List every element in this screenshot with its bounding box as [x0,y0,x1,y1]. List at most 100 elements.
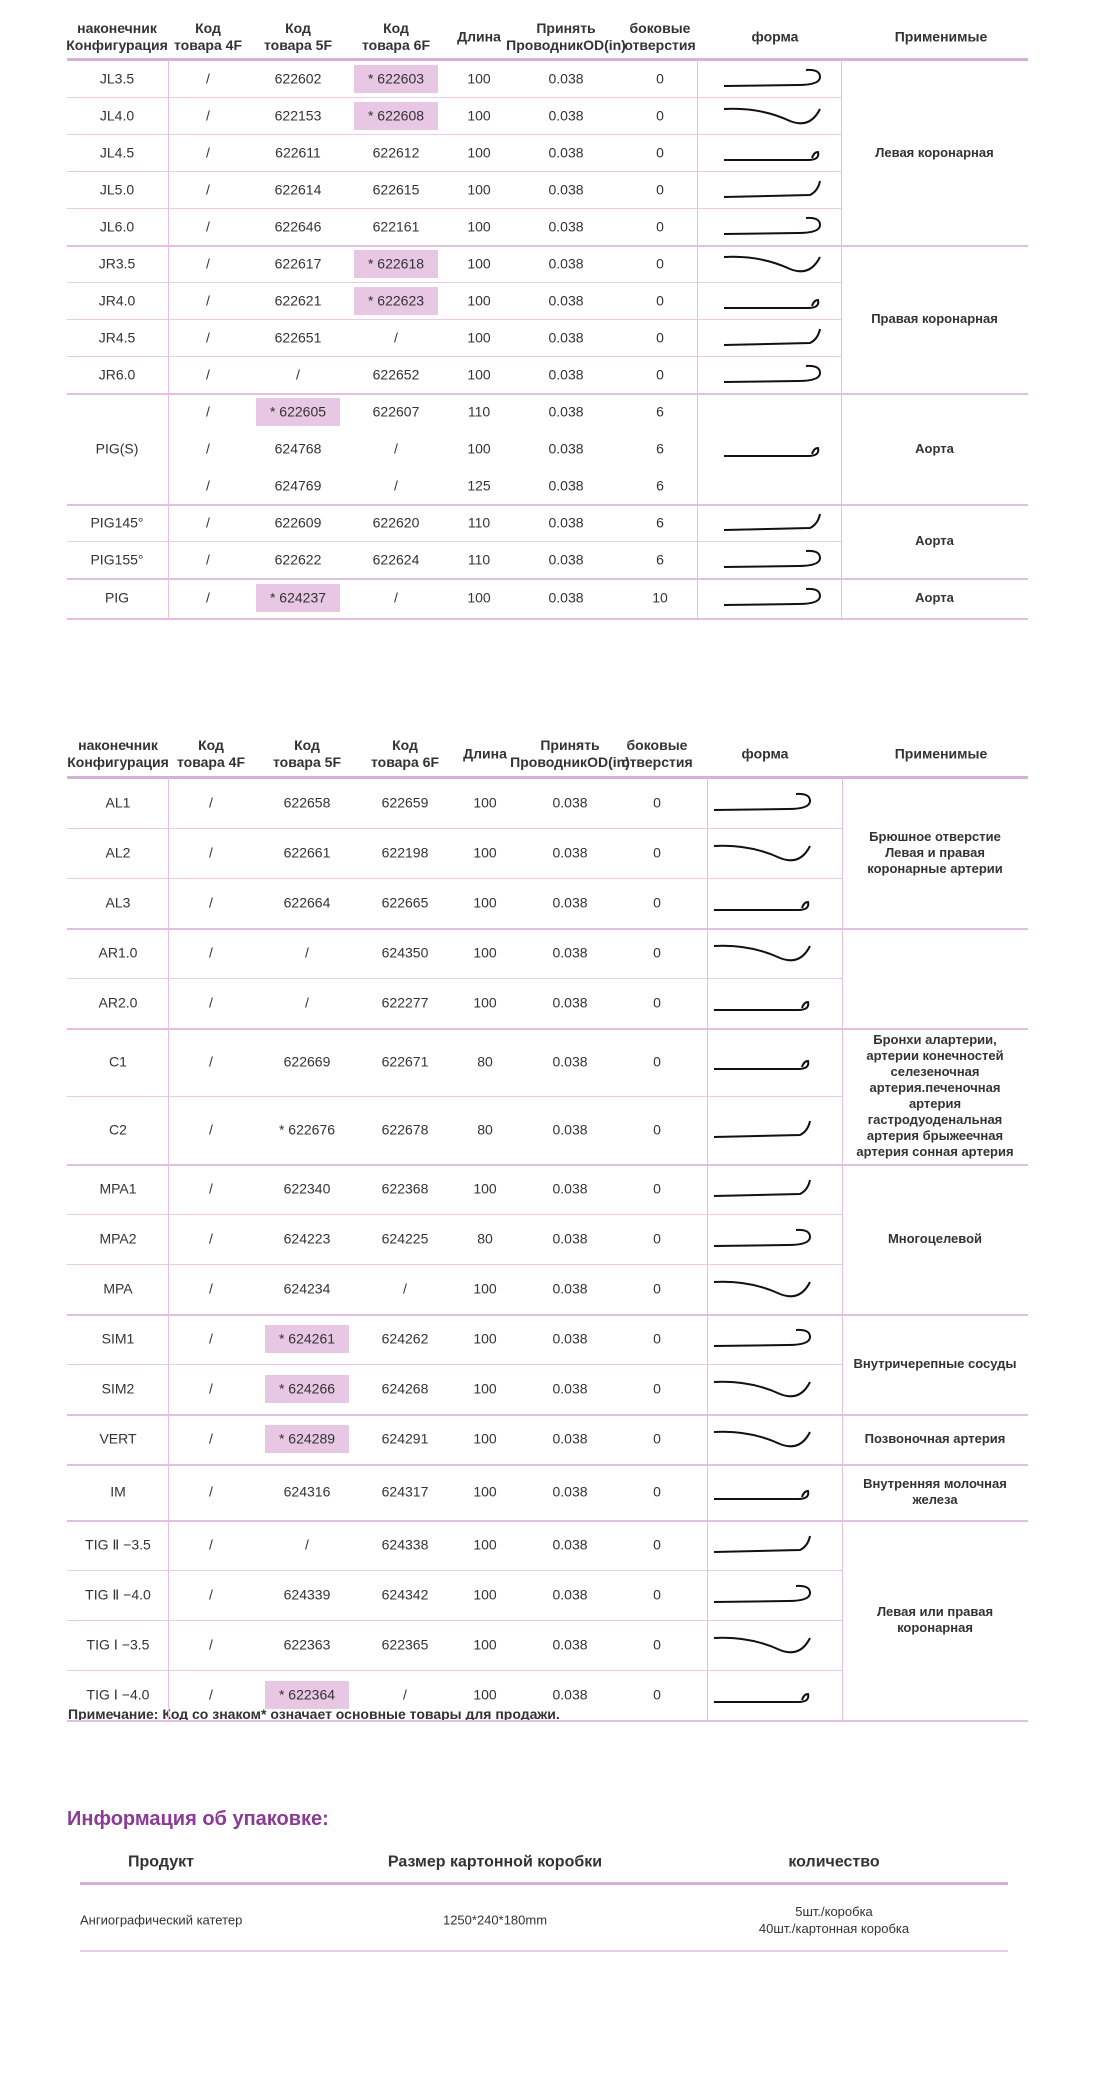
cell: 0.038 [552,1380,588,1397]
tip-config: PIG155° [90,551,144,567]
catheter-shape [724,150,820,161]
cell: 624316 [283,1483,331,1500]
cell: 624234 [283,1280,331,1297]
cell: 100 [473,994,497,1011]
cell: 100 [473,1483,497,1500]
cell: * 624261 [278,1330,336,1347]
cell: 100 [473,1586,497,1603]
row-line [67,1620,842,1621]
cell: 0 [653,944,661,961]
cell: 622664 [283,894,331,911]
tip-config: TIG Ⅰ −4.0 [86,1686,150,1703]
cell: 0.038 [548,218,584,234]
cell: 622661 [283,844,331,861]
application: Аорта [915,590,954,605]
column-header: Принять ПроводникOD(in) [510,737,630,770]
cell: 100 [473,844,497,861]
cell: 622652 [372,366,420,382]
row-line [67,978,842,979]
application: Правая коронарная [871,311,998,326]
row-line [67,134,841,135]
cell: 100 [467,329,491,345]
cell: 6 [656,403,664,419]
tip-config: PIG(S) [95,440,139,456]
application: Левая или правая коронарная [876,1604,994,1635]
application: Левая коронарная [875,144,994,160]
tip-config: JR4.5 [98,329,136,345]
packaging-header: Продукт [128,1853,194,1871]
catheter-shape [713,1280,811,1298]
catheter-shape [713,1584,812,1603]
catheter-shape [723,549,822,568]
cell: 0.038 [548,514,584,530]
cell: 100 [467,107,491,123]
packaging-header: Размер картонной коробки [387,1853,603,1871]
column-divider [707,778,708,1720]
catheter-shape [713,1328,812,1347]
cell: 0.038 [548,440,584,456]
cell: 0 [653,894,661,911]
note: Примечание: Код со знаком* означает осно… [68,1706,560,1722]
row-line [67,1570,842,1571]
row-line [67,208,841,209]
cell: / [305,1536,309,1553]
cell: 100 [473,794,497,811]
column-header: боковые отверстия [624,20,696,53]
column-header: Принять ПроводникOD(in) [506,20,626,53]
highlight [256,397,340,426]
cell: / [209,1053,213,1070]
column-header: наконечник Конфигурация [66,20,168,53]
cell: 622620 [372,514,420,530]
tip-config: JL5.0 [99,181,135,197]
cell: / [403,1280,407,1297]
group-line [67,578,1028,580]
row-line [67,1214,842,1215]
cell: 0 [656,329,664,345]
group-line [67,1720,1028,1722]
cell: / [209,1586,213,1603]
catheter-shape [723,107,821,124]
tip-config: C1 [109,1053,127,1070]
cell: 0 [653,1636,661,1653]
cell: 100 [467,218,491,234]
cell: 0.038 [552,1121,588,1138]
cell: 0.038 [552,1686,588,1703]
cell: 0.038 [552,1053,588,1070]
cell: 622153 [274,107,322,123]
row-line [67,282,841,283]
catheter-shape [713,844,811,862]
cell: 6 [656,551,664,567]
cell: 0 [653,994,661,1011]
row-line [67,828,842,829]
cell: 624338 [381,1536,429,1553]
column-header: Применимые [894,745,988,762]
cell: 0 [653,1330,661,1347]
catheter-shape [713,1636,811,1654]
cell: 0 [653,1230,661,1247]
cell: 125 [467,477,491,493]
cell: 622340 [283,1180,331,1197]
cell: 100 [473,1330,497,1347]
cell: 622198 [381,844,429,861]
catheter-shape [714,1000,810,1011]
catheter-shape [723,364,822,383]
cell: 80 [477,1121,493,1138]
column-divider [842,778,843,1720]
application: Внутренняя молочная железа [863,1476,1007,1507]
cell: 100 [467,589,491,606]
cell: / [206,589,210,606]
cell: / [206,218,210,234]
group-line [67,1314,1028,1316]
cell: / [206,255,210,271]
cell: / [403,1686,407,1703]
catheter-shape [714,900,810,911]
highlight [354,101,438,130]
tip-config: IM [110,1483,126,1500]
cell: 100 [473,944,497,961]
catheter-shape [713,1228,812,1247]
tip-config: AL3 [105,894,131,911]
catheter-shape [714,1059,810,1070]
cell: 624769 [274,477,322,493]
cell: 0 [656,292,664,308]
cell: 100 [467,144,491,160]
